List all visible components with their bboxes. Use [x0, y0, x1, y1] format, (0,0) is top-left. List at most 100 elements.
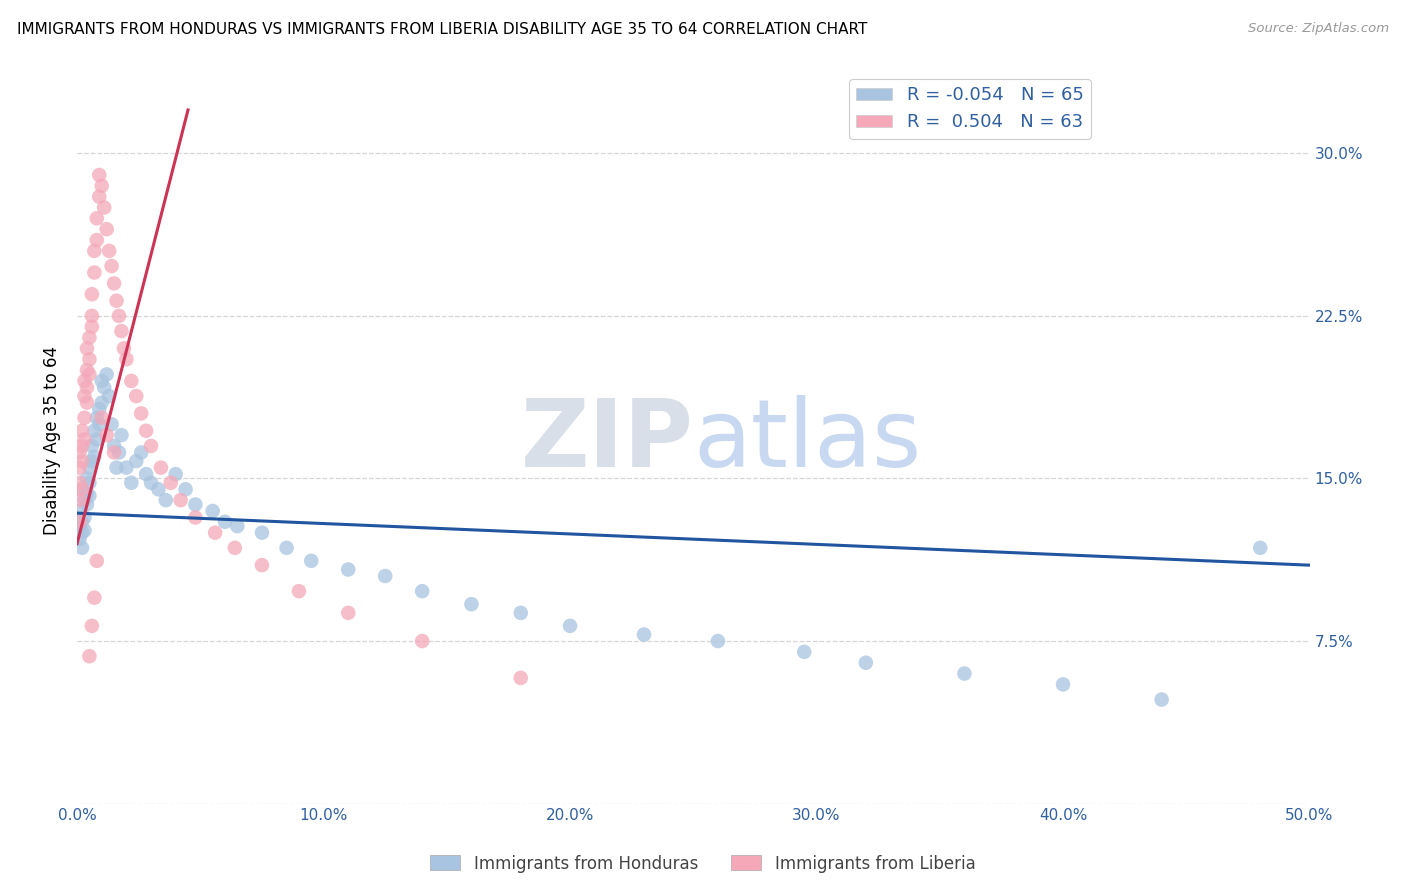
Point: [70, 439, 93, 453]
Point: [96, 428, 118, 442]
Point: [69, 445, 91, 459]
Point: [90, 374, 112, 388]
Point: [79, 489, 101, 503]
Point: [80, 619, 103, 633]
Point: [184, 498, 207, 512]
Point: [299, 554, 322, 568]
Legend: Immigrants from Honduras, Immigrants from Liberia: Immigrants from Honduras, Immigrants fro…: [423, 848, 983, 880]
Point: [76, 471, 98, 485]
Text: atlas: atlas: [693, 394, 921, 486]
Point: [70, 525, 93, 540]
Point: [73, 433, 96, 447]
Point: [100, 259, 122, 273]
Point: [76, 395, 98, 409]
Point: [250, 558, 273, 573]
Point: [98, 244, 121, 258]
Point: [83, 244, 105, 258]
Point: [226, 519, 249, 533]
Point: [214, 515, 236, 529]
Point: [80, 454, 103, 468]
Point: [276, 541, 298, 555]
Point: [69, 515, 91, 529]
Point: [79, 475, 101, 490]
Point: [73, 524, 96, 538]
Point: [70, 454, 93, 468]
Point: [69, 460, 91, 475]
Point: [80, 439, 103, 453]
Point: [96, 368, 118, 382]
Point: [89, 189, 111, 203]
Point: [112, 342, 135, 356]
Point: [90, 410, 112, 425]
Point: [103, 439, 125, 453]
Point: [509, 606, 531, 620]
Legend: R = -0.054   N = 65, R =  0.504   N = 63: R = -0.054 N = 65, R = 0.504 N = 63: [849, 79, 1091, 138]
Point: [69, 475, 91, 490]
Point: [129, 406, 152, 420]
Point: [125, 389, 148, 403]
Point: [70, 515, 93, 529]
Point: [76, 342, 98, 356]
Point: [96, 222, 118, 236]
Point: [69, 519, 91, 533]
Point: [70, 483, 93, 497]
Point: [1249, 541, 1271, 555]
Point: [93, 380, 115, 394]
Point: [159, 475, 181, 490]
Point: [953, 666, 976, 681]
Point: [139, 475, 162, 490]
Point: [76, 498, 98, 512]
Text: ZIP: ZIP: [520, 394, 693, 486]
Point: [139, 439, 162, 453]
Point: [108, 445, 131, 459]
Point: [120, 374, 142, 388]
Point: [103, 277, 125, 291]
Point: [76, 363, 98, 377]
Point: [337, 562, 360, 576]
Point: [224, 541, 246, 555]
Point: [135, 467, 157, 482]
Point: [76, 380, 98, 394]
Point: [98, 389, 121, 403]
Point: [103, 445, 125, 459]
Point: [80, 319, 103, 334]
Point: [115, 460, 138, 475]
Point: [110, 428, 132, 442]
Point: [558, 619, 581, 633]
Point: [86, 554, 108, 568]
Point: [108, 309, 131, 323]
Point: [411, 584, 433, 599]
Point: [83, 591, 105, 605]
Point: [90, 178, 112, 193]
Point: [73, 389, 96, 403]
Point: [125, 454, 148, 468]
Point: [105, 460, 128, 475]
Point: [184, 510, 207, 524]
Point: [79, 330, 101, 344]
Point: [855, 656, 877, 670]
Point: [86, 233, 108, 247]
Point: [79, 460, 101, 475]
Point: [89, 168, 111, 182]
Point: [149, 460, 172, 475]
Point: [100, 417, 122, 432]
Text: IMMIGRANTS FROM HONDURAS VS IMMIGRANTS FROM LIBERIA DISABILITY AGE 35 TO 64 CORR: IMMIGRANTS FROM HONDURAS VS IMMIGRANTS F…: [17, 22, 868, 37]
Point: [115, 352, 138, 367]
Point: [460, 597, 482, 611]
Point: [76, 486, 98, 500]
Point: [110, 324, 132, 338]
Point: [86, 433, 108, 447]
Point: [73, 493, 96, 508]
Point: [250, 525, 273, 540]
Point: [83, 424, 105, 438]
Point: [148, 483, 170, 497]
Point: [89, 402, 111, 417]
Point: [633, 627, 655, 641]
Point: [86, 211, 108, 226]
Point: [86, 410, 108, 425]
Point: [129, 445, 152, 459]
Point: [169, 493, 191, 508]
Point: [793, 645, 815, 659]
Point: [89, 417, 111, 432]
Point: [73, 510, 96, 524]
